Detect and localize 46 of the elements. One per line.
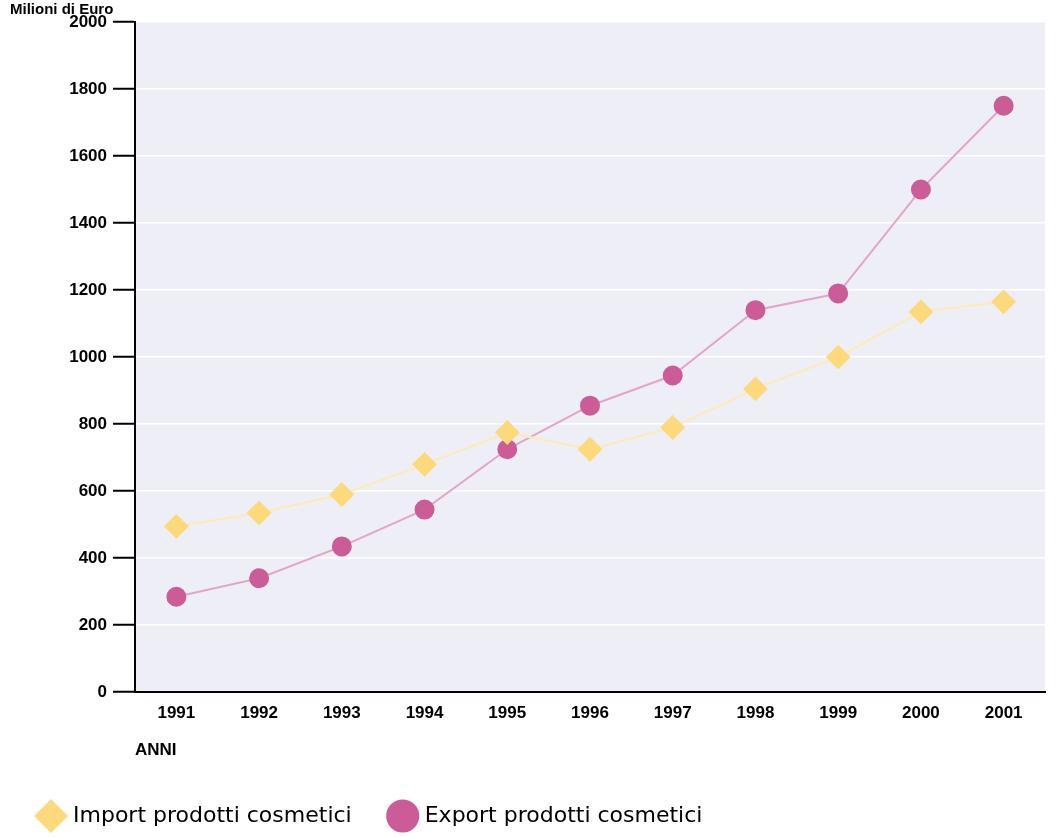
point bbox=[743, 376, 768, 401]
x-tick-label: 2000 bbox=[902, 703, 940, 723]
point bbox=[247, 500, 272, 525]
point bbox=[991, 289, 1016, 314]
x-axis-title: ANNI bbox=[135, 740, 177, 760]
point bbox=[660, 415, 685, 440]
legend-label: Export prodotti cosmetici bbox=[424, 801, 703, 827]
point bbox=[331, 536, 352, 557]
point bbox=[910, 179, 931, 200]
x-tick-label: 2001 bbox=[984, 703, 1023, 723]
y-tick-label: 1000 bbox=[69, 346, 107, 366]
point bbox=[993, 95, 1014, 116]
y-tick-label: 800 bbox=[78, 413, 107, 433]
point bbox=[578, 437, 602, 462]
point bbox=[329, 482, 354, 507]
point bbox=[249, 568, 270, 589]
point bbox=[497, 439, 518, 460]
point bbox=[166, 586, 187, 607]
y-tick-label: 200 bbox=[78, 614, 107, 634]
y-tick-label: 0 bbox=[97, 681, 107, 701]
x-tick-label: 1998 bbox=[736, 703, 775, 723]
point bbox=[908, 299, 933, 324]
point bbox=[414, 499, 435, 520]
x-tick-label: 1994 bbox=[405, 703, 444, 723]
y-tick-label: 1400 bbox=[69, 212, 107, 232]
point bbox=[662, 365, 683, 386]
y-tick-label: 400 bbox=[78, 547, 107, 567]
x-tick-label: 1991 bbox=[157, 703, 196, 723]
y-tick-label: 1800 bbox=[69, 78, 107, 98]
x-tick-label: 1999 bbox=[819, 703, 858, 723]
x-tick-label: 1997 bbox=[653, 703, 692, 723]
point bbox=[828, 283, 849, 304]
point bbox=[412, 452, 437, 477]
x-tick-label: 1992 bbox=[240, 703, 278, 723]
legend-label: Import prodotti cosmetici bbox=[73, 801, 352, 827]
x-tick-label: 1995 bbox=[488, 703, 527, 723]
y-tick-label: 1200 bbox=[69, 279, 107, 299]
x-tick-label: 1996 bbox=[571, 703, 609, 723]
y-tick-label: 1600 bbox=[69, 145, 107, 165]
point bbox=[826, 345, 851, 370]
x-tick-label: 1993 bbox=[322, 703, 361, 723]
point bbox=[164, 514, 189, 539]
y-tick-label: 600 bbox=[78, 480, 107, 500]
point bbox=[580, 395, 600, 416]
point bbox=[745, 300, 766, 321]
point bbox=[495, 420, 520, 445]
